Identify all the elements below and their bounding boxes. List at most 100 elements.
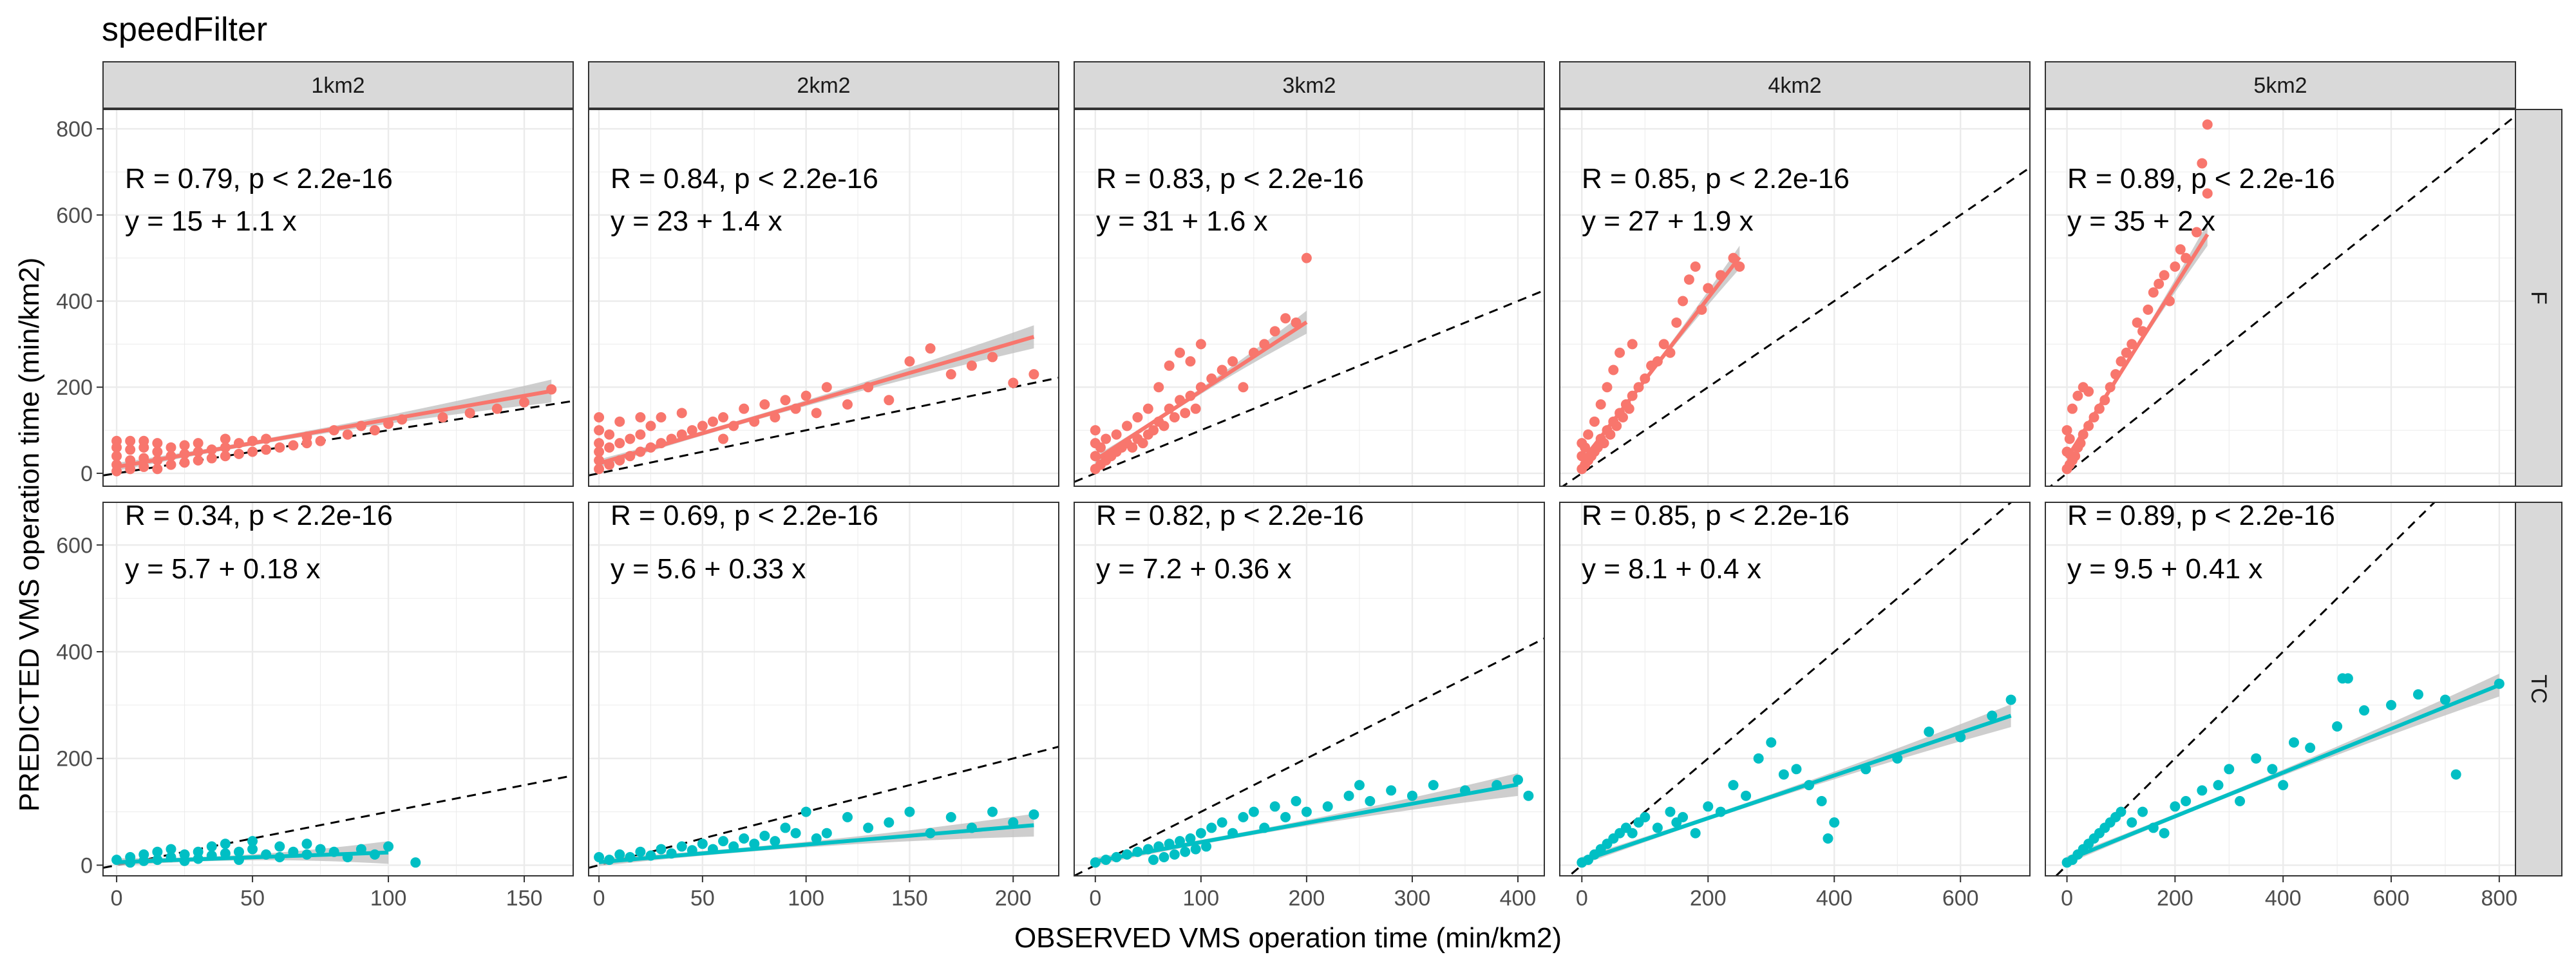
data-point [1122, 421, 1133, 431]
regression-equation: y = 8.1 + 0.4 x [1582, 553, 1761, 585]
data-point [759, 399, 770, 410]
panel-background [2045, 109, 2515, 486]
data-point [288, 440, 299, 451]
regression-line [1094, 320, 1308, 462]
data-point [2278, 780, 2289, 791]
panel-background [1560, 502, 2030, 876]
data-point [2181, 252, 2192, 263]
data-point [2072, 390, 2083, 401]
data-point [780, 395, 791, 406]
data-point [138, 435, 149, 446]
data-point [233, 846, 244, 857]
data-point [2126, 339, 2137, 350]
facet-row-strip-TC [2515, 502, 2562, 876]
data-point [987, 806, 998, 817]
data-point [1127, 442, 1138, 453]
x-tick-label: 400 [1500, 886, 1537, 911]
y-tick-label: 0 [80, 462, 93, 486]
data-point [718, 836, 729, 847]
data-point [2061, 425, 2072, 436]
data-point [1823, 833, 1833, 844]
data-point [2116, 356, 2126, 367]
data-point [1365, 796, 1376, 806]
panel-plot-area [103, 774, 573, 869]
data-point [464, 408, 475, 419]
data-point [193, 438, 204, 449]
data-point [645, 421, 656, 431]
data-point [1238, 811, 1249, 822]
data-point [247, 844, 258, 855]
data-point [410, 857, 421, 868]
data-point [707, 416, 718, 427]
data-point [1195, 339, 1206, 350]
data-point [1640, 811, 1651, 822]
reference-line-y-equals-x [1561, 167, 2030, 486]
data-point [1217, 817, 1227, 828]
correlation-annotation: R = 0.82, p < 2.2e-16 [1096, 500, 1364, 531]
facet-strip-1km2 [102, 61, 574, 109]
regression-line [2065, 233, 2210, 460]
data-point [274, 841, 285, 852]
data-point [519, 397, 530, 408]
data-point [206, 841, 217, 852]
reference-line-y-equals-x [1074, 637, 1544, 876]
correlation-annotation: R = 0.83, p < 2.2e-16 [1096, 163, 1364, 194]
data-point [2175, 244, 2186, 255]
data-point [125, 444, 136, 455]
data-point [220, 433, 231, 444]
data-point [2305, 743, 2316, 753]
data-point [1766, 737, 1777, 748]
data-point [800, 390, 811, 401]
data-point [1602, 382, 1613, 393]
data-point [1703, 801, 1714, 812]
data-point [604, 442, 615, 453]
data-point [206, 453, 217, 464]
data-point [383, 841, 394, 852]
data-point [1703, 283, 1714, 294]
data-point [2116, 806, 2126, 817]
data-point [811, 408, 822, 419]
data-point [152, 464, 163, 475]
data-point [1217, 365, 1227, 375]
regression-equation: y = 15 + 1.1 x [125, 205, 297, 237]
data-point [1111, 429, 1122, 440]
data-point [687, 425, 697, 436]
panel-border [1074, 109, 1545, 487]
x-tick-label: 0 [2061, 886, 2073, 911]
x-tick-label: 400 [2265, 886, 2302, 911]
data-point [179, 440, 190, 451]
data-point [2450, 769, 2461, 780]
regression-line [2066, 683, 2500, 862]
data-point [749, 838, 760, 849]
data-point [2137, 806, 2148, 817]
data-point [2224, 764, 2235, 775]
correlation-annotation: R = 0.89, p < 2.2e-16 [2067, 163, 2335, 194]
x-tick-label: 800 [2481, 886, 2517, 911]
panel-TC-4km2: R = 0.85, p < 2.2e-16 y = 8.1 + 0.4 x 0 200… [1559, 500, 2031, 911]
data-point [2197, 785, 2208, 796]
panel-border [1559, 502, 2031, 876]
data-point [1683, 274, 1694, 285]
data-point [1343, 790, 1354, 801]
data-point [1301, 806, 1312, 817]
data-point [2170, 801, 2181, 812]
x-tick-label: 50 [240, 886, 265, 911]
data-point [1175, 347, 1186, 358]
y-tick-label: 800 [56, 117, 93, 142]
data-point [1690, 828, 1701, 838]
data-point [1753, 753, 1764, 764]
data-point [614, 416, 625, 427]
facet-strip-label-4km2: 4km2 [1768, 73, 1821, 98]
reference-line-y-equals-x [589, 746, 1059, 869]
data-point [1728, 780, 1739, 791]
data-point [2126, 817, 2137, 828]
correlation-annotation: R = 0.34, p < 2.2e-16 [125, 500, 393, 531]
panel-F-3km2: R = 0.83, p < 2.2e-16 y = 31 + 1.6 x [1074, 109, 1545, 487]
facet-strip-4km2 [1559, 61, 2031, 109]
data-point [1132, 412, 1143, 423]
data-point [1778, 769, 1789, 780]
facet-strip-label-1km2: 1km2 [311, 73, 365, 98]
data-point [2148, 287, 2159, 298]
data-point [2235, 796, 2246, 806]
